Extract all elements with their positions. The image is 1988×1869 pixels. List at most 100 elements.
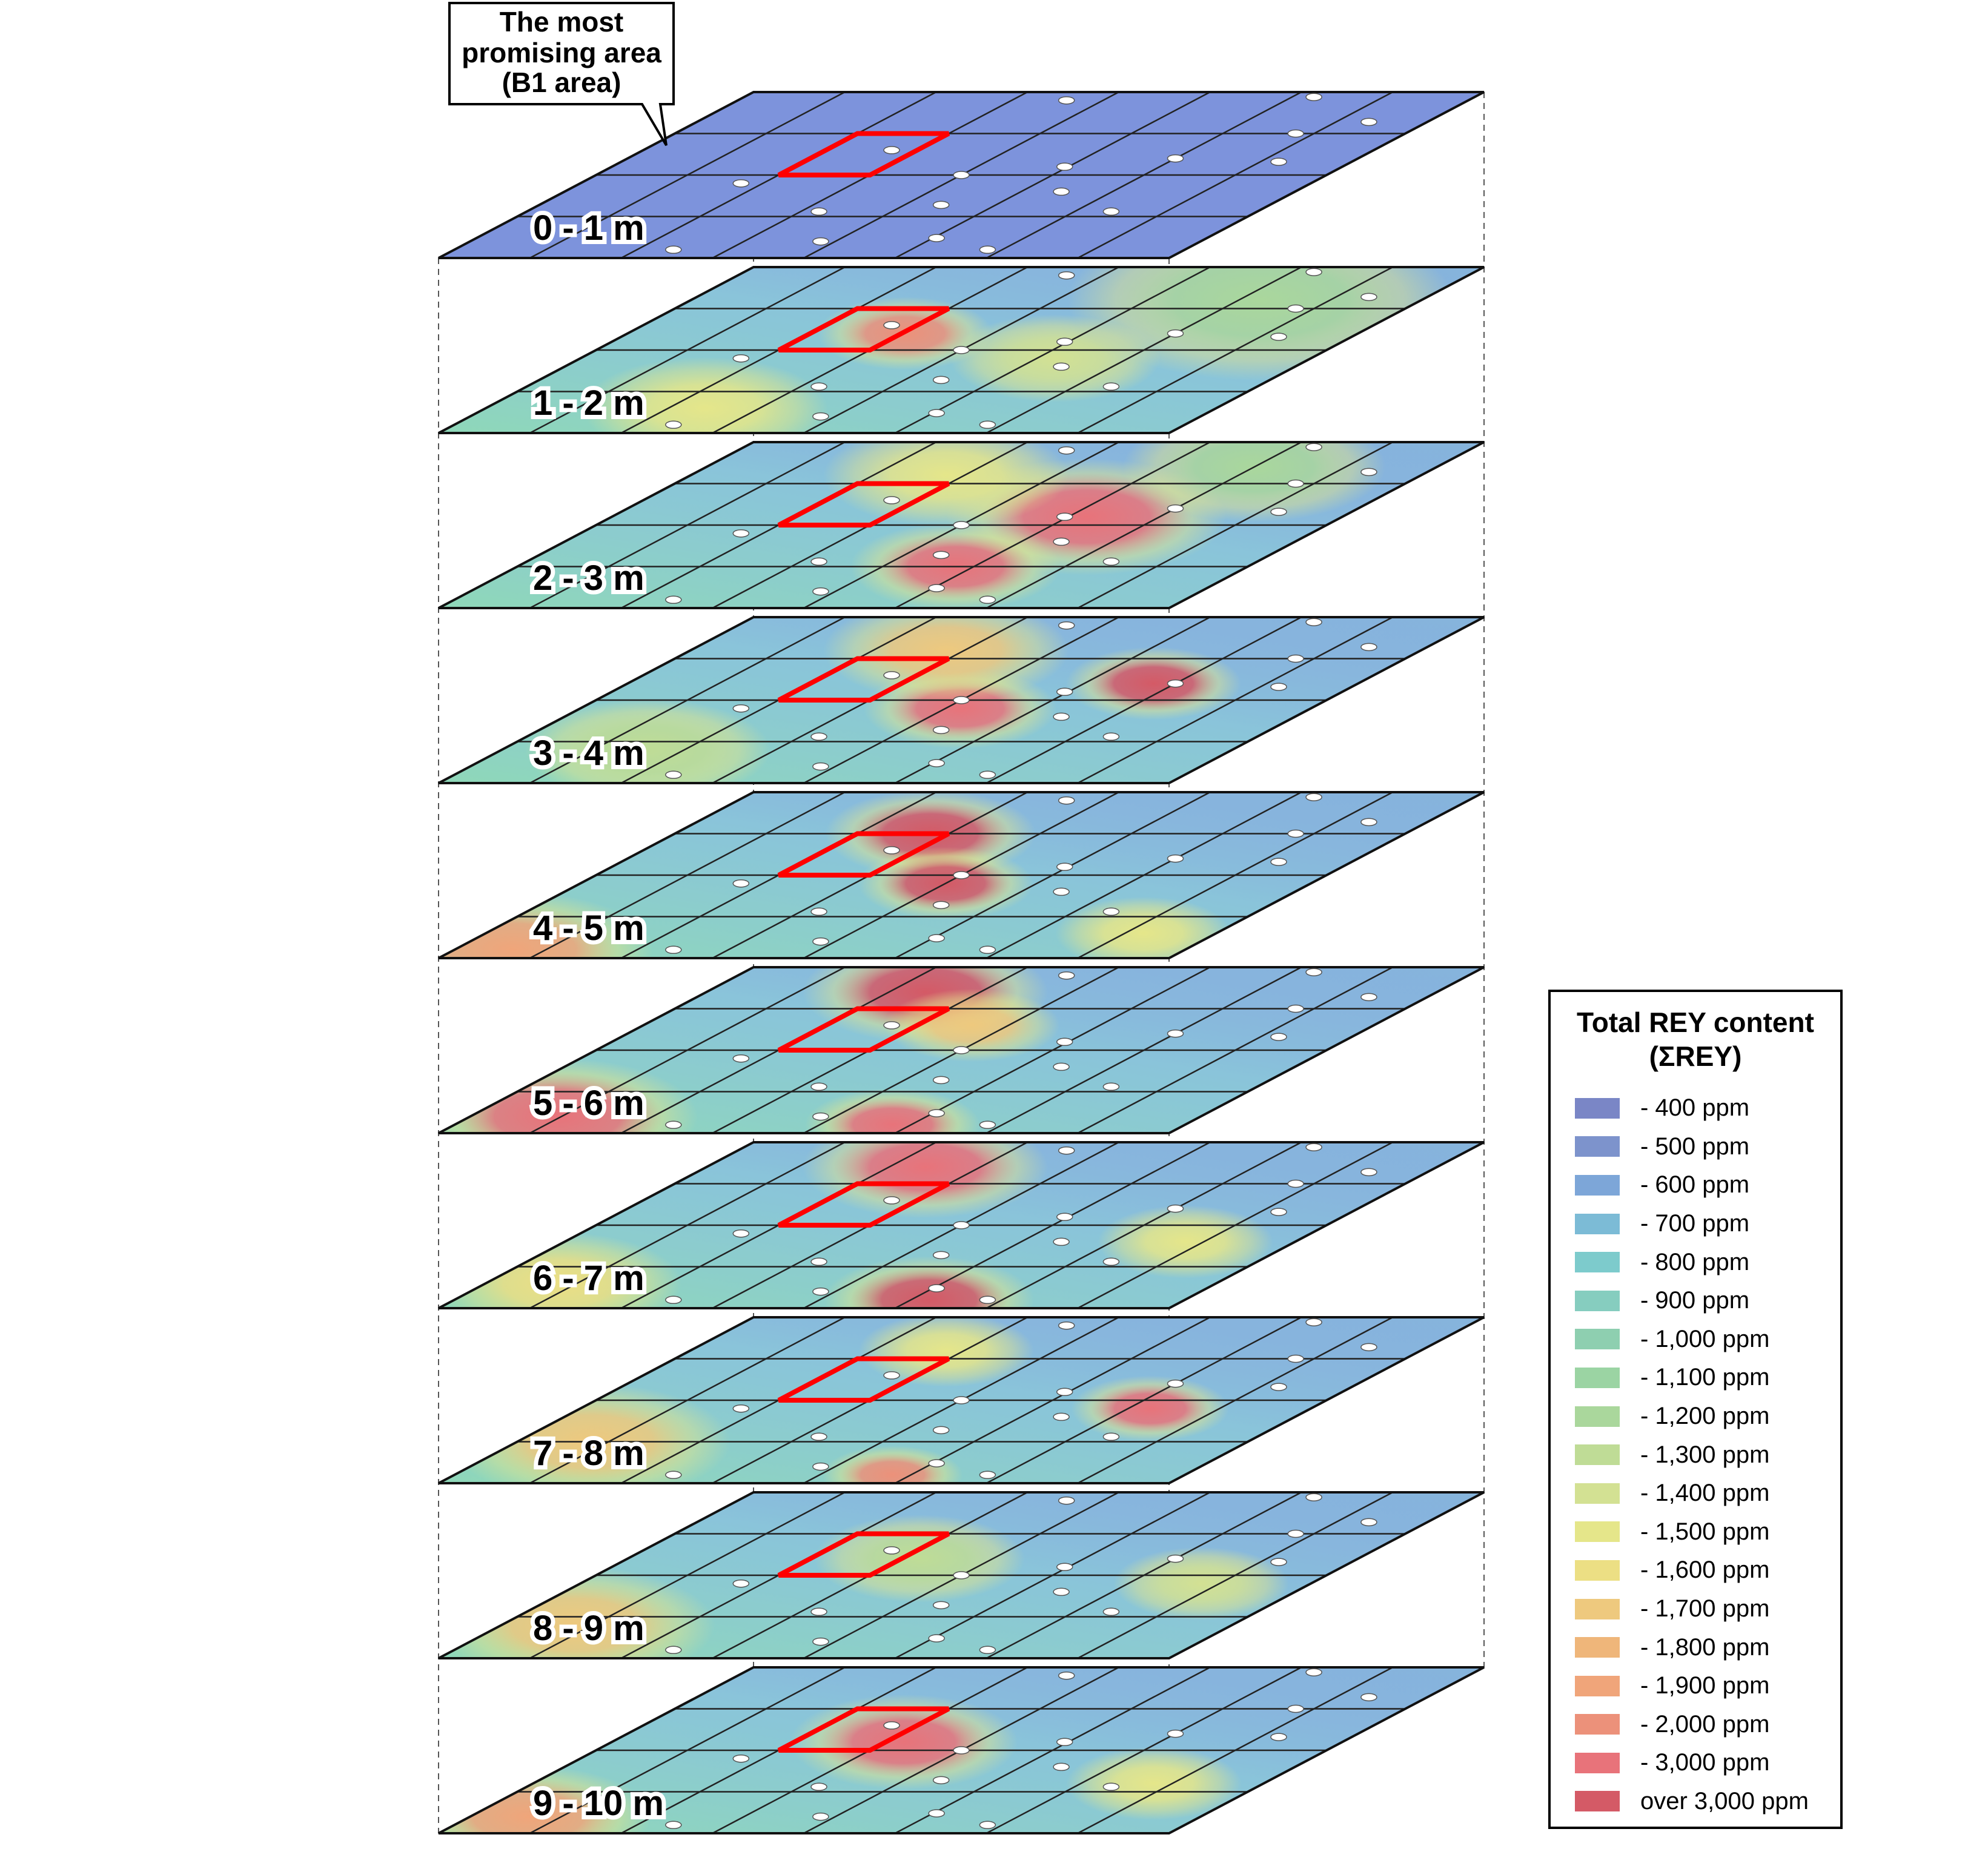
legend-swatch bbox=[1575, 1637, 1620, 1658]
legend-swatch bbox=[1575, 1791, 1620, 1812]
legend-swatch bbox=[1575, 1213, 1620, 1234]
sample-site-marker bbox=[732, 1579, 750, 1588]
legend-label: - 1,900 ppm bbox=[1640, 1672, 1770, 1699]
sample-site-marker bbox=[1058, 621, 1075, 630]
sample-site-marker bbox=[1053, 1762, 1070, 1771]
depth-label: 2 - 3 m bbox=[533, 558, 644, 598]
sample-site-marker bbox=[1053, 537, 1070, 546]
sample-site-marker bbox=[1360, 818, 1377, 827]
depth-layer: 8 - 9 m bbox=[438, 1491, 1485, 1659]
layer-heatmap bbox=[439, 967, 1484, 1133]
sample-site-marker bbox=[1058, 796, 1075, 805]
sample-site-marker bbox=[1053, 362, 1070, 371]
sample-site-marker bbox=[812, 762, 829, 771]
sample-site-marker bbox=[1270, 332, 1287, 341]
legend-swatch bbox=[1575, 1097, 1620, 1119]
rey-hotspot bbox=[1098, 1205, 1273, 1279]
sample-site-marker bbox=[932, 1601, 950, 1610]
legend-item: - 500 ppm bbox=[1575, 1128, 1809, 1166]
sample-site-marker bbox=[953, 171, 970, 179]
depth-layer: 3 - 4 m bbox=[438, 616, 1485, 784]
sample-site-marker bbox=[1102, 1607, 1120, 1616]
legend-swatch bbox=[1575, 1752, 1620, 1773]
layer-outline bbox=[438, 966, 1485, 1134]
legend-swatch bbox=[1575, 1406, 1620, 1427]
rey-hotspot bbox=[1071, 1375, 1229, 1441]
sample-site-marker bbox=[1102, 557, 1120, 566]
sample-site-marker bbox=[1305, 1318, 1322, 1326]
legend-swatch bbox=[1575, 1714, 1620, 1735]
sample-site-marker bbox=[1270, 1208, 1287, 1216]
sample-site-marker bbox=[732, 529, 750, 538]
sample-site-marker bbox=[1270, 1558, 1287, 1566]
legend-label: - 1,200 ppm bbox=[1640, 1403, 1770, 1430]
sample-site-marker bbox=[1360, 293, 1377, 302]
legend-item: - 3,000 ppm bbox=[1575, 1744, 1809, 1782]
legend-item: - 800 ppm bbox=[1575, 1243, 1809, 1282]
legend-item: - 1,500 ppm bbox=[1575, 1513, 1809, 1552]
depth-label: 9 - 10 m bbox=[533, 1784, 664, 1823]
legend-item: - 1,800 ppm bbox=[1575, 1628, 1809, 1667]
sample-site-marker bbox=[1167, 1029, 1184, 1038]
depth-label: 0 - 1 m bbox=[533, 208, 644, 248]
sample-site-marker bbox=[979, 595, 996, 604]
legend-label: - 500 ppm bbox=[1640, 1133, 1750, 1160]
sample-site-marker bbox=[1058, 1496, 1075, 1505]
sample-site-marker bbox=[928, 1284, 945, 1292]
rey-hotspot bbox=[525, 698, 770, 783]
legend-label: - 2,000 ppm bbox=[1640, 1710, 1770, 1738]
sample-site-marker bbox=[1287, 1179, 1304, 1188]
sample-site-marker bbox=[1167, 1379, 1184, 1388]
legend-swatch bbox=[1575, 1290, 1620, 1311]
sample-site-marker bbox=[953, 346, 970, 354]
sample-site-marker bbox=[732, 1229, 750, 1238]
legend-label: - 1,100 ppm bbox=[1640, 1364, 1770, 1391]
sample-site-marker bbox=[812, 1812, 829, 1821]
layer-heatmap bbox=[439, 1142, 1484, 1308]
sample-site-marker bbox=[810, 1257, 827, 1266]
sample-site-marker bbox=[1058, 446, 1075, 455]
rey-hotspot bbox=[790, 1694, 1018, 1790]
sample-site-marker bbox=[1360, 993, 1377, 1002]
legend-title: Total REY content (ΣREY) bbox=[1551, 1005, 1840, 1073]
depth-label: 6 - 7 m bbox=[533, 1259, 644, 1298]
sample-site-marker bbox=[1102, 1782, 1120, 1791]
depth-label: 7 - 8 m bbox=[533, 1434, 644, 1473]
rey-hotspot bbox=[824, 1255, 1035, 1308]
sample-site-marker bbox=[1305, 1493, 1322, 1501]
depth-layer: 4 - 5 m bbox=[438, 791, 1485, 959]
depth-layer: 1 - 2 m bbox=[438, 266, 1485, 434]
b1-area-outline bbox=[777, 1181, 950, 1228]
depth-layers: 9 - 10 m 8 - 9 m 7 - 8 m 6 - 7 m 5 - 6 m 4 - … bbox=[438, 91, 1485, 1834]
sample-site-marker bbox=[1056, 162, 1073, 171]
depth-label: 3 - 4 m bbox=[533, 733, 644, 773]
sample-site-marker bbox=[1102, 1257, 1120, 1266]
legend-label: - 600 ppm bbox=[1640, 1171, 1750, 1199]
sample-site-marker bbox=[812, 1287, 829, 1296]
sample-site-marker bbox=[1053, 712, 1070, 721]
sample-site-marker bbox=[812, 1462, 829, 1471]
depth-label: 4 - 5 m bbox=[533, 908, 644, 948]
layer-outline bbox=[438, 1316, 1485, 1484]
legend-item: - 1,200 ppm bbox=[1575, 1397, 1809, 1436]
sample-site-marker bbox=[932, 200, 950, 210]
sample-site-marker bbox=[932, 375, 950, 385]
sample-site-marker bbox=[932, 1076, 950, 1085]
legend: Total REY content (ΣREY) - 400 ppm - 500 … bbox=[1548, 990, 1843, 1829]
sample-site-marker bbox=[928, 1634, 945, 1642]
sample-site-marker bbox=[1167, 1554, 1184, 1563]
sample-site-marker bbox=[1270, 508, 1287, 516]
sample-site-marker bbox=[665, 1120, 682, 1130]
sample-site-marker bbox=[1270, 157, 1287, 166]
sample-site-marker bbox=[1360, 1693, 1377, 1702]
sample-site-marker bbox=[953, 1746, 970, 1755]
sample-site-marker bbox=[1058, 1146, 1075, 1155]
legend-title-line-2: (ΣREY) bbox=[1649, 1040, 1742, 1072]
sample-site-marker bbox=[1167, 1204, 1184, 1213]
sample-site-marker bbox=[732, 1054, 750, 1063]
sample-site-marker bbox=[812, 937, 829, 946]
sample-site-marker bbox=[1167, 504, 1184, 513]
sample-site-marker bbox=[979, 1470, 996, 1480]
sample-site-marker bbox=[883, 1021, 900, 1030]
